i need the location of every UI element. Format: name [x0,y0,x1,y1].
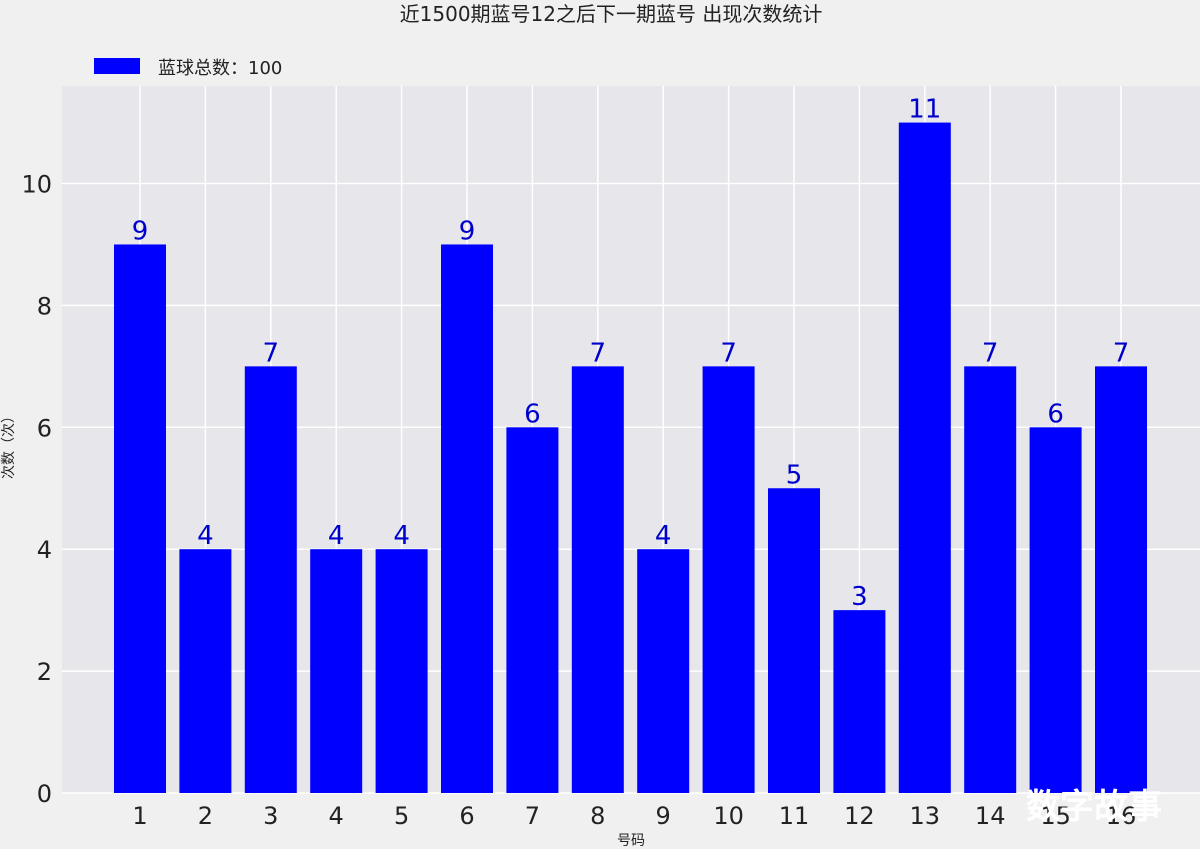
bar-value-label: 5 [786,460,803,490]
y-tick-label: 8 [37,292,52,320]
value-labels: 9 4 7 4 4 9 6 7 4 7 5 3 11 7 6 7 [132,95,1130,613]
x-tick-label: 8 [590,802,605,830]
bar [1029,427,1082,793]
bar [1095,366,1147,793]
bar-value-label: 6 [1047,399,1064,429]
bar-value-label: 6 [524,399,541,429]
legend-label: 蓝球总数：100 [158,58,282,79]
x-tick-label: 4 [329,802,344,830]
y-tick-label: 2 [37,658,52,686]
y-tick-label: 0 [37,780,52,808]
x-tick-label: 1 [132,802,147,830]
x-tick-label: 14 [975,802,1006,830]
bar [375,549,428,793]
chart-title: 近1500期蓝号12之后下一期蓝号 出现次数统计 [400,2,823,26]
x-tick-label: 10 [713,802,744,830]
x-tick-label: 5 [394,802,409,830]
bar [964,366,1017,793]
legend: 蓝球总数：100 [94,58,282,79]
bar-value-label: 4 [328,521,345,551]
x-tick-label: 13 [910,802,941,830]
x-tick-label: 6 [459,802,474,830]
bar-series [114,122,1147,793]
bar-value-label: 4 [655,521,672,551]
bar-value-label: 9 [459,216,476,246]
y-tick-label: 6 [37,414,52,442]
x-tick-label: 16 [1106,802,1137,830]
bar [571,366,624,793]
bar-value-label: 3 [851,582,868,612]
bar-value-label: 7 [263,338,280,368]
bar [702,366,755,793]
bar-value-label: 7 [1113,338,1130,368]
x-tick-label: 7 [525,802,540,830]
x-tick-label: 2 [198,802,213,830]
y-tick-label: 10 [21,171,52,199]
bar-value-label: 11 [908,95,941,125]
bar-value-label: 7 [982,338,999,368]
x-tick-label: 11 [779,802,810,830]
bar-value-label: 4 [393,521,410,551]
bar [637,549,690,793]
y-tick-label: 4 [37,536,52,564]
x-axis-label: 号码 [617,833,645,849]
x-tick-label: 3 [263,802,278,830]
legend-swatch [94,58,140,74]
bar [441,244,493,793]
x-tick-label: 12 [844,802,875,830]
bar [310,549,363,793]
y-tick-labels: 0 2 4 6 8 10 [21,171,52,808]
bar-value-label: 4 [197,521,214,551]
bar [506,427,559,793]
bar [833,610,886,793]
bar [898,122,951,793]
x-tick-labels: 1 2 3 4 5 6 7 8 9 10 11 12 13 14 15 16 [132,802,1136,830]
bar [244,366,297,793]
y-axis-label: 次数（次） [1,409,17,479]
bar-value-label: 7 [720,338,737,368]
watermark: 数字故事 [1026,787,1162,827]
plot-background [62,86,1200,793]
x-tick-label: 9 [656,802,671,830]
bar-value-label: 9 [132,216,149,246]
bar [179,549,232,793]
bar [114,244,166,793]
bar [768,488,820,793]
x-tick-label: 15 [1040,802,1071,830]
bar-value-label: 7 [590,338,607,368]
